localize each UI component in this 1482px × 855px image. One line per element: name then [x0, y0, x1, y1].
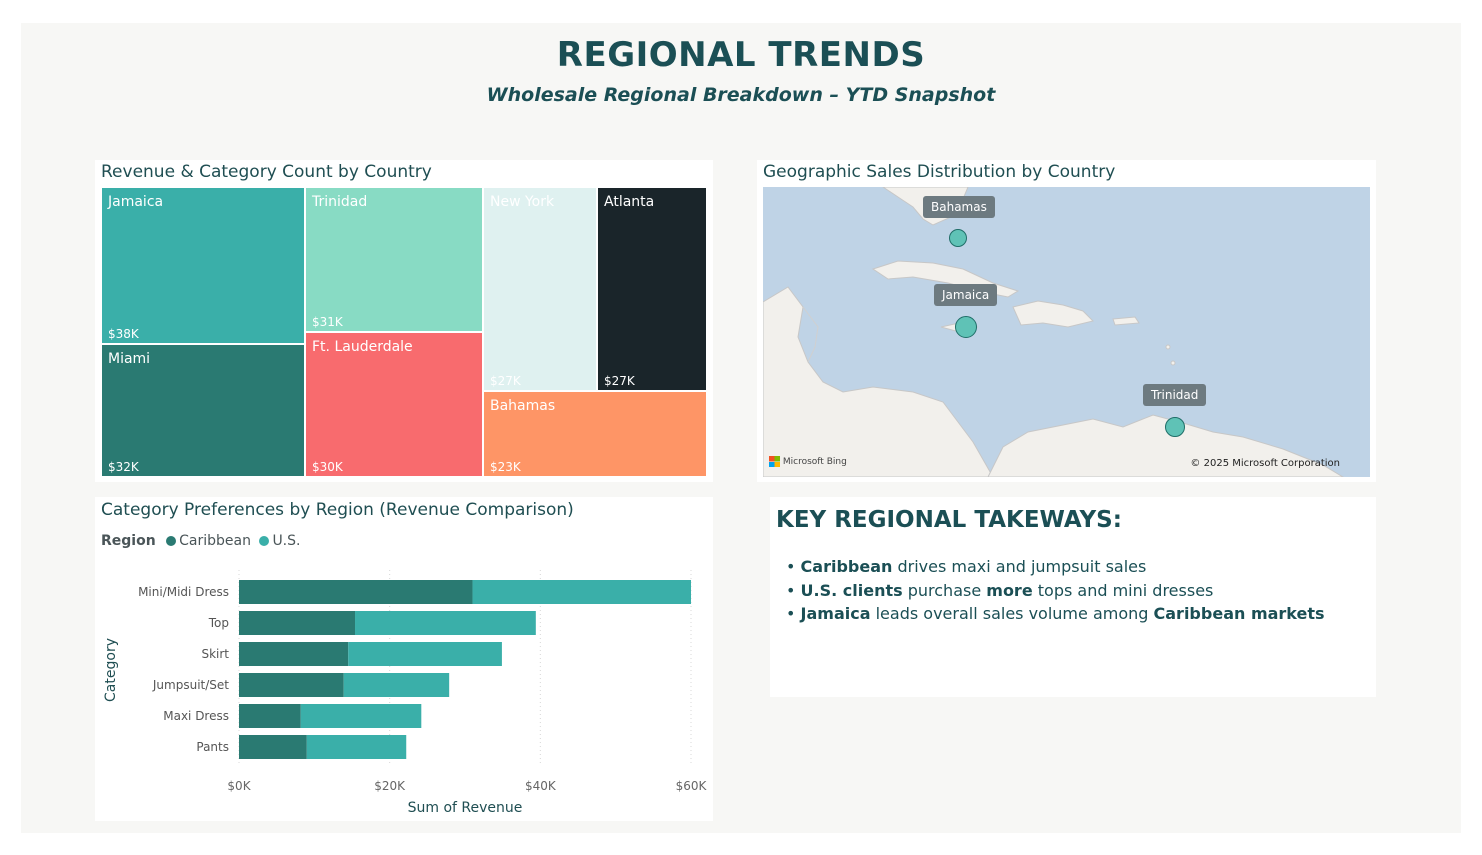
y-tick-label: Skirt — [201, 647, 229, 661]
map-view[interactable]: Bahamas Jamaica Trinidad Microsoft Bing … — [763, 187, 1370, 477]
treemap-tile-label: Ft. Lauderdale — [312, 339, 413, 355]
takeaway-item-1: • Caribbean drives maxi and jumpsuit sal… — [786, 557, 1147, 576]
map-copyright: © 2025 Microsoft Corporation — [1190, 458, 1340, 469]
bar-caribbean[interactable] — [239, 642, 349, 666]
map-bubble-trinidad[interactable] — [1165, 417, 1185, 437]
treemap-tile-label: Miami — [108, 351, 151, 367]
takeaway-2-text-a: purchase — [902, 581, 987, 600]
x-tick-label: $40K — [525, 779, 557, 793]
takeaway-2-bold-b: more — [986, 581, 1033, 600]
legend-label-caribbean: Caribbean — [179, 533, 251, 549]
treemap-tile-label: Jamaica — [108, 194, 164, 210]
takeaway-1-bold: Caribbean — [800, 557, 893, 576]
takeaway-2-bold-a: U.S. clients — [800, 581, 903, 600]
legend-label-us: U.S. — [272, 533, 301, 549]
takeaway-2-text-b: tops and mini dresses — [1032, 581, 1214, 600]
treemap-tile-label: New York — [490, 194, 555, 210]
legend-dot-caribbean — [166, 536, 177, 546]
takeaway-item-2: • U.S. clients purchase more tops and mi… — [786, 581, 1214, 600]
takeaway-1-text: drives maxi and jumpsuit sales — [892, 557, 1147, 576]
treemap-tile-label: Bahamas — [490, 398, 556, 414]
bar-legend: Region Caribbean U.S. — [101, 533, 300, 549]
y-tick-label: Jumpsuit/Set — [152, 678, 229, 692]
treemap-tile-value: $27K — [604, 374, 635, 388]
map-bubble-bahamas[interactable] — [949, 229, 967, 247]
treemap-tile-value: $32K — [108, 460, 139, 474]
treemap-tile-value: $27K — [490, 374, 521, 388]
treemap-tile-label: Trinidad — [312, 194, 368, 210]
bing-attribution-text: Microsoft Bing — [782, 457, 847, 467]
x-tick-label: $0K — [227, 779, 251, 793]
y-tick-label: Mini/Midi Dress — [138, 585, 229, 599]
bar-caribbean[interactable] — [239, 704, 301, 728]
bing-attribution: Microsoft Bing — [769, 456, 847, 467]
treemap-tile-label: Atlanta — [604, 194, 655, 210]
treemap-tile-value: $38K — [108, 327, 139, 341]
map-bubble-jamaica[interactable] — [955, 316, 977, 338]
legend-item-us[interactable]: U.S. — [259, 533, 300, 549]
bar-us[interactable] — [343, 673, 450, 697]
page-subtitle: Wholesale Regional Breakdown – YTD Snaps… — [486, 84, 996, 106]
page-title: REGIONAL TRENDS — [556, 35, 926, 75]
bar-caribbean[interactable] — [239, 673, 344, 697]
x-axis-label: Sum of Revenue — [408, 800, 523, 816]
legend-item-caribbean[interactable]: Caribbean — [166, 533, 251, 549]
treemap-tile-jamaica[interactable]: Jamaica $38K — [101, 187, 305, 344]
map-label-bahamas: Bahamas — [923, 196, 995, 218]
takeaways-panel: KEY REGIONAL TAKEWAYS: • Caribbean drive… — [770, 497, 1376, 697]
x-tick-label: $20K — [374, 779, 406, 793]
takeaways-title: KEY REGIONAL TAKEWAYS: — [776, 507, 1122, 533]
bar-caribbean[interactable] — [239, 611, 356, 635]
legend-title: Region — [101, 533, 156, 549]
bar-caribbean[interactable] — [239, 580, 473, 604]
treemap-tile-value: $30K — [312, 460, 343, 474]
treemap-tile-atlanta[interactable]: Atlanta $27K — [597, 187, 707, 391]
bar-us[interactable] — [300, 704, 422, 728]
map-label-trinidad: Trinidad — [1143, 384, 1207, 406]
treemap-tile-ft-lauderdale[interactable]: Ft. Lauderdale $30K — [305, 332, 483, 477]
microsoft-logo-icon — [769, 456, 780, 467]
takeaway-item-3: • Jamaica leads overall sales volume amo… — [786, 604, 1325, 623]
treemap-title: Revenue & Category Count by Country — [101, 162, 432, 182]
treemap-tile-value: $23K — [490, 460, 521, 474]
bar-us[interactable] — [472, 580, 691, 604]
bar-chart-title: Category Preferences by Region (Revenue … — [101, 500, 574, 520]
stacked-bar-chart: $0K $20K $40K $60K Mini/Midi Dress Top Skirt Ju… — [103, 570, 708, 816]
takeaway-3-bold-a: Jamaica — [800, 604, 871, 623]
treemap-tile-miami[interactable]: Miami $32K — [101, 344, 305, 477]
treemap-tile-bahamas[interactable]: Bahamas $23K — [483, 391, 707, 477]
bar-us[interactable] — [348, 642, 502, 666]
bar-us[interactable] — [306, 735, 407, 759]
legend-dot-us — [259, 536, 270, 546]
treemap-tile-trinidad[interactable]: Trinidad $31K — [305, 187, 483, 332]
map-landmass — [763, 187, 1344, 477]
y-tick-label: Top — [208, 616, 229, 630]
y-tick-label: Maxi Dress — [163, 709, 229, 723]
treemap-tile-value: $31K — [312, 315, 343, 329]
takeaway-3-text: leads overall sales volume among — [870, 604, 1154, 623]
y-axis-label: Category — [103, 638, 119, 702]
map-title: Geographic Sales Distribution by Country — [763, 162, 1116, 182]
x-tick-label: $60K — [676, 779, 708, 793]
y-tick-label: Pants — [196, 740, 229, 754]
treemap-tile-new-york[interactable]: New York $27K — [483, 187, 597, 391]
bar-us[interactable] — [355, 611, 536, 635]
bar-caribbean[interactable] — [239, 735, 307, 759]
map-label-jamaica: Jamaica — [934, 284, 998, 306]
takeaway-3-bold-b: Caribbean markets — [1153, 604, 1325, 623]
